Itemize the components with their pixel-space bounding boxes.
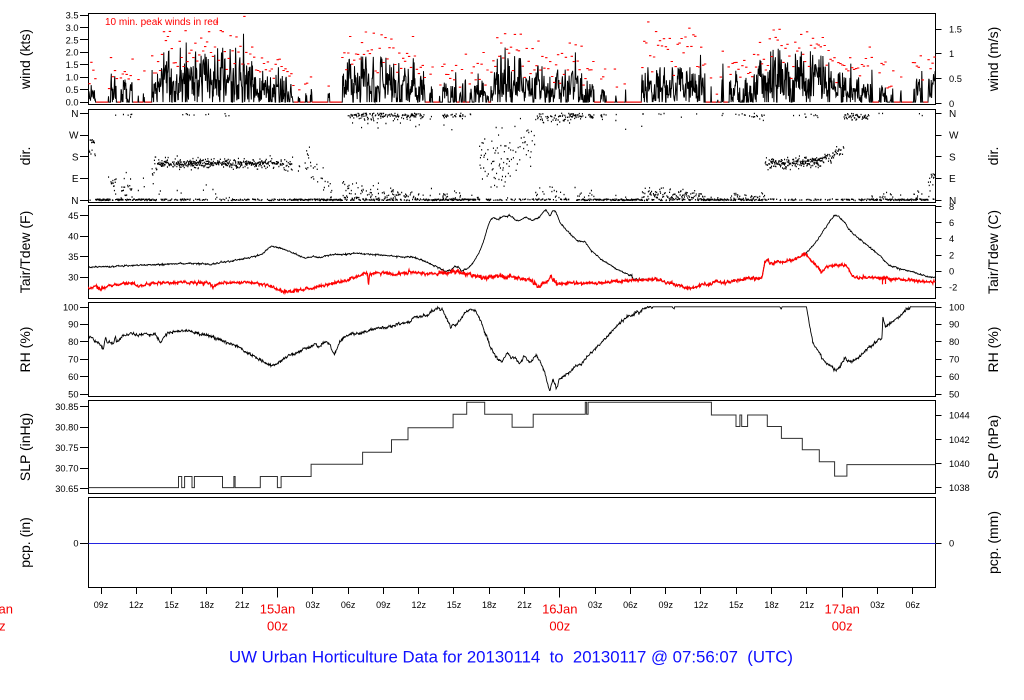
svg-text:80: 80 — [68, 337, 78, 347]
svg-text:50: 50 — [949, 390, 959, 400]
svg-text:E: E — [949, 174, 956, 185]
svg-text:0: 0 — [73, 538, 78, 548]
svg-text:0: 0 — [949, 266, 954, 276]
svg-text:00z: 00z — [832, 619, 853, 634]
svg-text:00z: 00z — [267, 619, 288, 634]
svg-text:N: N — [949, 109, 956, 120]
svg-text:100: 100 — [949, 302, 965, 312]
svg-text:N: N — [949, 196, 956, 207]
svg-text:E: E — [72, 174, 79, 185]
svg-text:30.65: 30.65 — [55, 484, 78, 494]
svg-text:30.75: 30.75 — [55, 443, 78, 453]
svg-text:1042: 1042 — [949, 435, 970, 445]
svg-text:09z: 09z — [376, 600, 391, 610]
svg-text:3.0: 3.0 — [66, 23, 79, 33]
svg-text:03z: 03z — [306, 600, 321, 610]
svg-text:dir.: dir. — [17, 147, 33, 166]
svg-text:12z: 12z — [694, 600, 709, 610]
svg-text:0.5: 0.5 — [66, 85, 79, 95]
svg-text:70: 70 — [68, 355, 78, 365]
svg-text:14Jan: 14Jan — [0, 602, 13, 617]
svg-text:15z: 15z — [729, 600, 744, 610]
svg-text:90: 90 — [68, 320, 78, 330]
svg-text:6: 6 — [949, 218, 954, 228]
svg-text:Tair/Tdew (C): Tair/Tdew (C) — [985, 210, 1001, 294]
svg-text:0.0: 0.0 — [66, 97, 79, 107]
svg-text:45: 45 — [68, 211, 78, 221]
svg-text:dir.: dir. — [985, 147, 1001, 166]
svg-text:S: S — [949, 152, 956, 163]
svg-text:00z: 00z — [549, 619, 570, 634]
svg-text:00z: 00z — [0, 619, 6, 634]
svg-text:1040: 1040 — [949, 459, 970, 469]
svg-text:06z: 06z — [341, 600, 356, 610]
svg-text:03z: 03z — [588, 600, 603, 610]
svg-text:21z: 21z — [800, 600, 815, 610]
svg-text:06z: 06z — [905, 600, 920, 610]
svg-text:N: N — [71, 196, 78, 207]
svg-text:S: S — [72, 152, 79, 163]
svg-text:30: 30 — [68, 272, 78, 282]
svg-text:09z: 09z — [94, 600, 109, 610]
svg-text:pcp. (mm): pcp. (mm) — [985, 511, 1001, 574]
svg-text:16Jan: 16Jan — [542, 602, 577, 617]
svg-text:1044: 1044 — [949, 411, 970, 421]
svg-text:100: 100 — [63, 302, 79, 312]
svg-text:03z: 03z — [870, 600, 885, 610]
svg-text:N: N — [71, 109, 78, 120]
svg-text:pcp. (in): pcp. (in) — [17, 517, 33, 568]
svg-text:35: 35 — [68, 252, 78, 262]
svg-text:2.5: 2.5 — [66, 35, 79, 45]
svg-text:70: 70 — [949, 355, 959, 365]
svg-text:60: 60 — [68, 372, 78, 382]
svg-text:W: W — [69, 131, 79, 142]
svg-text:4: 4 — [949, 234, 954, 244]
svg-text:21z: 21z — [235, 600, 250, 610]
svg-text:0.5: 0.5 — [949, 74, 962, 84]
svg-text:wind (kts): wind (kts) — [17, 29, 33, 90]
svg-text:17Jan: 17Jan — [824, 602, 859, 617]
svg-text:60: 60 — [949, 372, 959, 382]
svg-text:30.85: 30.85 — [55, 402, 78, 412]
svg-text:21z: 21z — [517, 600, 532, 610]
svg-text:8: 8 — [949, 202, 954, 212]
svg-text:1: 1 — [949, 49, 954, 59]
svg-text:1.5: 1.5 — [949, 24, 962, 34]
svg-text:wind (m/s): wind (m/s) — [985, 27, 1001, 93]
svg-text:-2: -2 — [949, 282, 957, 292]
svg-text:09z: 09z — [658, 600, 673, 610]
svg-text:W: W — [949, 131, 959, 142]
svg-text:Tair/Tdew (F): Tair/Tdew (F) — [17, 211, 33, 293]
svg-text:2: 2 — [949, 250, 954, 260]
svg-text:RH (%): RH (%) — [985, 327, 1001, 373]
svg-text:SLP (inHg): SLP (inHg) — [17, 413, 33, 481]
svg-text:UW Urban Horticulture Data for: UW Urban Horticulture Data for 20130114 … — [229, 648, 793, 667]
svg-text:18z: 18z — [482, 600, 497, 610]
svg-text:50: 50 — [68, 390, 78, 400]
svg-text:2.0: 2.0 — [66, 48, 79, 58]
svg-text:0: 0 — [949, 538, 954, 548]
svg-text:80: 80 — [949, 337, 959, 347]
svg-text:1.5: 1.5 — [66, 60, 79, 70]
svg-text:90: 90 — [949, 320, 959, 330]
svg-text:40: 40 — [68, 231, 78, 241]
svg-text:RH (%): RH (%) — [17, 327, 33, 373]
svg-text:06z: 06z — [623, 600, 638, 610]
svg-text:15z: 15z — [447, 600, 462, 610]
svg-text:12z: 12z — [129, 600, 144, 610]
svg-text:1038: 1038 — [949, 483, 970, 493]
svg-text:SLP (hPa): SLP (hPa) — [985, 415, 1001, 479]
svg-text:30.80: 30.80 — [55, 423, 78, 433]
svg-text:1.0: 1.0 — [66, 73, 79, 83]
svg-text:10 min. peak winds in red: 10 min. peak winds in red — [105, 17, 218, 28]
svg-text:18z: 18z — [200, 600, 215, 610]
svg-text:3.5: 3.5 — [66, 10, 79, 20]
svg-text:15Jan: 15Jan — [260, 602, 295, 617]
svg-text:18z: 18z — [764, 600, 779, 610]
svg-text:30.70: 30.70 — [55, 464, 78, 474]
svg-text:15z: 15z — [164, 600, 179, 610]
svg-text:0: 0 — [949, 99, 954, 109]
svg-text:12z: 12z — [411, 600, 426, 610]
